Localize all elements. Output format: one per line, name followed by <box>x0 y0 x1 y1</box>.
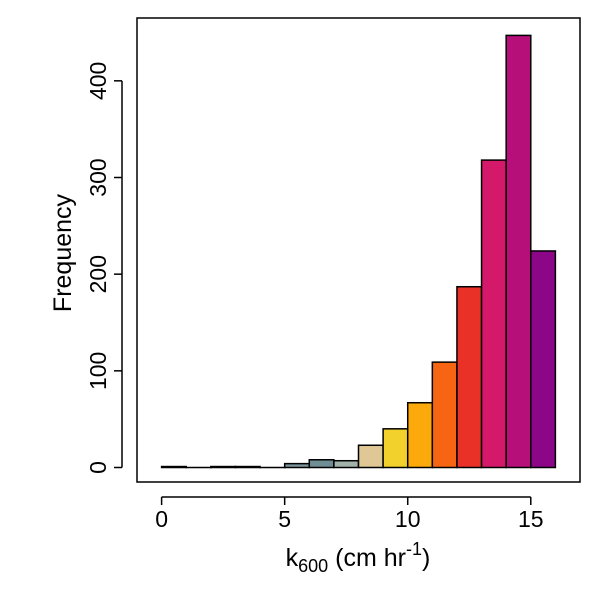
y-tick-label: 0 <box>85 461 111 474</box>
histogram-bar-3 <box>234 465 261 469</box>
histogram-bar-8 <box>357 444 384 469</box>
histogram-bar-13 <box>480 159 507 469</box>
x-axis-title-end: ) <box>422 544 430 572</box>
y-tick-label: 200 <box>85 255 111 293</box>
y-axis-title: Frequency <box>49 193 77 312</box>
histogram-bar-5 <box>283 462 311 469</box>
x-tick-label: 5 <box>278 506 291 532</box>
x-axis-title-superscript: -1 <box>406 539 422 559</box>
histogram-bar-12 <box>456 285 483 469</box>
x-tick-label: 15 <box>518 506 544 532</box>
x-tick-label: 10 <box>395 506 421 532</box>
histogram-bar-10 <box>406 401 434 469</box>
histogram-bar-9 <box>382 428 409 469</box>
x-axis-title: k600 (cm hr-1) <box>286 539 431 576</box>
histogram-bar-6 <box>308 459 335 469</box>
y-tick-label: 400 <box>85 62 111 100</box>
histogram-bar-11 <box>431 361 458 469</box>
y-tick-label: 100 <box>85 352 111 390</box>
histogram-bars <box>160 34 557 469</box>
x-axis-title-base: k <box>286 544 299 572</box>
histogram-bar-7 <box>333 459 360 469</box>
x-tick-label: 0 <box>155 506 168 532</box>
histogram-bar-2 <box>210 465 237 469</box>
histogram-bar-15 <box>530 250 557 469</box>
x-axis-title-subscript: 600 <box>298 556 328 576</box>
histogram-bar-0 <box>160 465 187 469</box>
y-tick-label: 300 <box>85 158 111 196</box>
y-axis: 0 100 200 300 400 <box>85 62 123 474</box>
histogram-bar-14 <box>505 34 532 469</box>
plot-frame <box>136 17 581 483</box>
x-axis-title-middle: (cm hr <box>328 544 406 572</box>
x-axis: 0 5 10 15 <box>155 496 544 532</box>
